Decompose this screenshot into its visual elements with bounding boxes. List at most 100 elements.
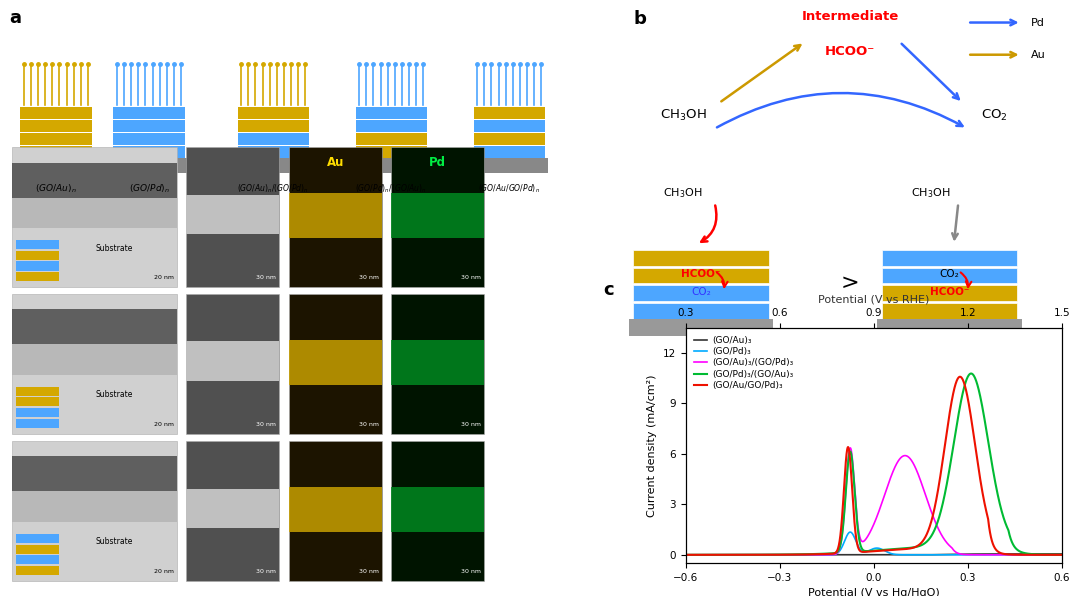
Text: CO$_2$: CO$_2$ <box>981 108 1008 123</box>
Text: 30 nm: 30 nm <box>359 275 379 280</box>
Text: HCOO⁻: HCOO⁻ <box>930 287 969 297</box>
Bar <box>288 294 382 434</box>
Bar <box>234 158 312 173</box>
Bar <box>186 342 280 381</box>
(GO/Au/GO/Pd)₃ <box>1044 551 1057 558</box>
Text: $(GO/Pd)_n$: $(GO/Pd)_n$ <box>129 183 170 195</box>
Text: 20 nm: 20 nm <box>153 275 174 280</box>
Line: (GO/Au)₃: (GO/Au)₃ <box>686 554 1062 555</box>
Bar <box>13 147 177 287</box>
Bar <box>881 285 1017 301</box>
Bar <box>238 134 309 145</box>
Bar <box>391 488 485 532</box>
Bar <box>877 319 1022 336</box>
Bar <box>186 195 280 234</box>
Bar <box>355 147 427 158</box>
Text: Substrate: Substrate <box>96 390 133 399</box>
Bar <box>17 158 95 173</box>
Text: 30 nm: 30 nm <box>461 275 482 280</box>
Bar <box>113 134 185 145</box>
(GO/Pd)₃ <box>975 551 988 558</box>
Bar <box>471 158 548 173</box>
Bar <box>352 158 430 173</box>
Bar <box>13 163 177 198</box>
(GO/Au/GO/Pd)₃ <box>679 551 692 558</box>
(GO/Pd)₃ <box>679 551 692 558</box>
Bar <box>238 120 309 132</box>
Bar <box>15 566 59 575</box>
(GO/Pd)₃ <box>852 544 865 551</box>
Text: 20 nm: 20 nm <box>153 422 174 427</box>
Bar <box>21 147 92 158</box>
Line: (GO/Au/GO/Pd)₃: (GO/Au/GO/Pd)₃ <box>686 377 1062 555</box>
(GO/Pd)₃/(GO/Au)₃ <box>679 551 692 558</box>
Bar <box>15 419 59 428</box>
Text: CO₂: CO₂ <box>940 269 959 280</box>
Y-axis label: Current density (mA/cm²): Current density (mA/cm²) <box>647 374 658 517</box>
Bar <box>15 272 59 281</box>
(GO/Au)₃ <box>862 551 875 558</box>
(GO/Au/GO/Pd)₃ <box>699 551 712 558</box>
Bar <box>391 340 485 385</box>
Text: Intermediate: Intermediate <box>801 10 899 23</box>
Bar <box>633 285 769 301</box>
Bar <box>288 441 382 581</box>
Line: (GO/Pd)₃: (GO/Pd)₃ <box>686 532 1062 555</box>
(GO/Au)₃ <box>679 551 692 558</box>
Text: CH$_3$OH: CH$_3$OH <box>660 108 706 123</box>
Text: CH$_3$OH: CH$_3$OH <box>663 186 703 200</box>
(GO/Au/GO/Pd)₃ <box>975 486 988 493</box>
Text: 30 nm: 30 nm <box>359 422 379 427</box>
Text: 20 nm: 20 nm <box>153 569 174 574</box>
Bar <box>13 492 177 522</box>
Bar <box>21 134 92 145</box>
Bar <box>186 147 280 287</box>
Bar <box>633 303 769 319</box>
(GO/Pd)₃/(GO/Au)₃ <box>1055 551 1068 558</box>
Line: (GO/Pd)₃/(GO/Au)₃: (GO/Pd)₃/(GO/Au)₃ <box>686 374 1062 555</box>
(GO/Pd)₃/(GO/Au)₃ <box>1044 551 1057 558</box>
(GO/Pd)₃ <box>1044 551 1057 558</box>
Text: >: > <box>840 273 860 293</box>
(GO/Au)₃/(GO/Pd)₃ <box>852 528 865 535</box>
Bar <box>15 534 59 543</box>
(GO/Pd)₃/(GO/Au)₃ <box>964 370 977 377</box>
Bar <box>473 147 545 158</box>
Bar <box>15 408 59 417</box>
Bar <box>15 251 59 260</box>
Bar <box>355 134 427 145</box>
Text: CH$_3$OH: CH$_3$OH <box>912 186 951 200</box>
Text: HCOO⁻: HCOO⁻ <box>825 45 875 58</box>
Bar <box>13 344 177 375</box>
Bar <box>391 194 485 238</box>
Text: 30 nm: 30 nm <box>461 422 482 427</box>
Bar <box>15 262 59 271</box>
(GO/Pd)₃ <box>862 547 875 554</box>
Text: Pd: Pd <box>1030 17 1044 27</box>
Text: c: c <box>603 281 613 299</box>
X-axis label: Potential (V vs Hg/HgO): Potential (V vs Hg/HgO) <box>808 588 940 596</box>
Bar <box>113 147 185 158</box>
Text: CO₂: CO₂ <box>691 287 711 297</box>
Text: 30 nm: 30 nm <box>461 569 482 574</box>
Bar <box>881 250 1017 266</box>
Bar <box>288 194 382 238</box>
(GO/Pd)₃ <box>1044 551 1057 558</box>
Bar <box>13 309 177 344</box>
Text: Pd: Pd <box>430 156 446 169</box>
Text: Au: Au <box>326 156 345 169</box>
Bar <box>13 198 177 228</box>
(GO/Au)₃/(GO/Pd)₃ <box>1044 551 1057 558</box>
Legend: (GO/Au)₃, (GO/Pd)₃, (GO/Au)₃/(GO/Pd)₃, (GO/Pd)₃/(GO/Au)₃, (GO/Au/GO/Pd)₃: (GO/Au)₃, (GO/Pd)₃, (GO/Au)₃/(GO/Pd)₃, (… <box>690 333 797 393</box>
Line: (GO/Au)₃/(GO/Pd)₃: (GO/Au)₃/(GO/Pd)₃ <box>686 448 1062 555</box>
(GO/Au/GO/Pd)₃ <box>1055 551 1068 558</box>
Text: $(GO/Au)_n$: $(GO/Au)_n$ <box>35 183 77 195</box>
(GO/Pd)₃/(GO/Au)₃ <box>852 532 865 539</box>
Text: $(GO/Pd)_n/(GO/Au)_n$: $(GO/Pd)_n/(GO/Au)_n$ <box>355 183 427 195</box>
Bar <box>110 158 188 173</box>
(GO/Au)₃/(GO/Pd)₃ <box>1055 551 1068 558</box>
Bar <box>15 387 59 396</box>
(GO/Pd)₃ <box>843 529 856 536</box>
Bar <box>15 398 59 406</box>
(GO/Au)₃ <box>699 551 712 558</box>
